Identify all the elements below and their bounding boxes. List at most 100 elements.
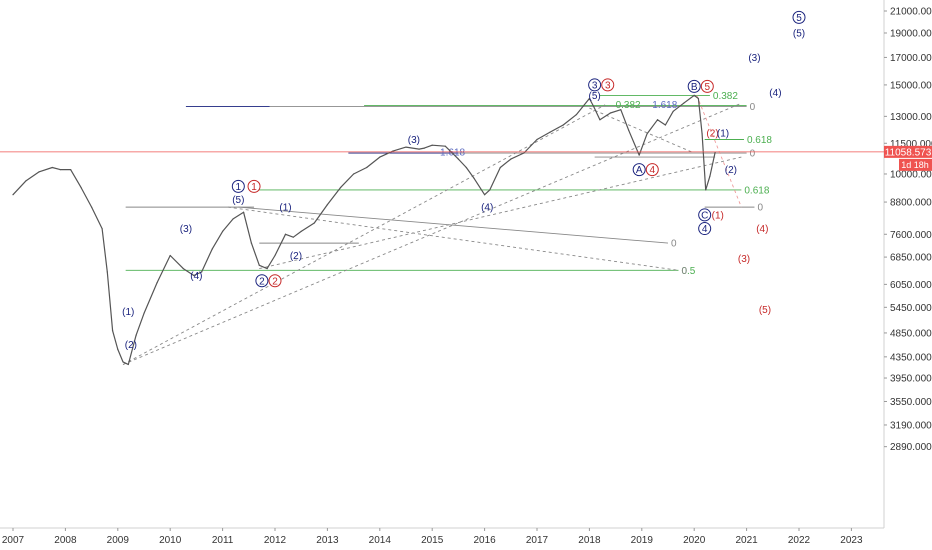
y-tick-label: 5450.000 xyxy=(890,303,932,314)
wave-label: 3 xyxy=(592,80,598,91)
price-point xyxy=(201,271,203,273)
x-tick-label: 2022 xyxy=(788,535,811,546)
price-point xyxy=(211,248,213,250)
price-point xyxy=(705,189,707,191)
wave-label: (3) xyxy=(748,53,760,64)
x-tick-label: 2014 xyxy=(369,535,392,546)
price-point xyxy=(182,268,184,270)
price-point xyxy=(697,97,699,100)
x-tick-label: 2013 xyxy=(316,535,339,546)
y-tick-label: 8800.000 xyxy=(890,198,932,209)
price-point xyxy=(274,254,276,257)
fib-level-label: 0.382 xyxy=(713,91,738,102)
price-point xyxy=(405,146,407,148)
fib-level-label: 0 xyxy=(681,266,687,277)
fib-ratio-label: 1.618 xyxy=(652,100,677,111)
x-tick-label: 2007 xyxy=(2,535,25,546)
price-point xyxy=(326,203,328,206)
y-tick-label: 2890.000 xyxy=(890,442,932,453)
wave-label: 4 xyxy=(702,224,708,235)
price-point xyxy=(499,166,501,169)
wave-label-circle xyxy=(792,10,806,24)
y-tick-label: 13000.000 xyxy=(890,112,932,123)
drawing-line xyxy=(238,206,669,244)
price-point xyxy=(313,222,315,224)
fib-level-label: 0 xyxy=(671,239,677,250)
wave-label: (1) xyxy=(717,129,729,140)
price-point xyxy=(143,312,145,315)
x-tick-label: 2023 xyxy=(840,535,863,546)
wave-label: (1) xyxy=(279,203,291,214)
price-point xyxy=(646,133,648,135)
x-tick-label: 2019 xyxy=(631,535,654,546)
y-tick-label: 21000.000 xyxy=(890,7,932,18)
price-point xyxy=(709,175,711,177)
x-tick-label: 2011 xyxy=(212,535,234,546)
fib-level-label: 0.618 xyxy=(744,185,769,196)
price-point xyxy=(266,268,268,270)
wave-label: 2 xyxy=(272,276,278,287)
fib-level-label: 0 xyxy=(757,203,763,214)
x-tick-label: 2012 xyxy=(264,535,287,546)
price-point xyxy=(457,158,459,160)
price-point xyxy=(418,148,420,150)
price-point xyxy=(25,180,27,182)
y-tick-label: 6850.000 xyxy=(890,253,932,264)
wave-label: (4) xyxy=(769,88,781,99)
y-tick-label: 17000.000 xyxy=(890,53,932,64)
wave-label: B xyxy=(691,82,698,93)
wave-label: 3 xyxy=(605,80,611,91)
wave-label: (4) xyxy=(756,224,768,235)
price-point xyxy=(156,281,158,284)
wave-label-circle xyxy=(698,222,712,236)
price-point xyxy=(473,177,475,180)
y-tick-label: 4350.000 xyxy=(890,352,932,363)
drawing-line xyxy=(122,102,742,365)
y-tick-label: 11500.000 xyxy=(890,139,932,150)
wave-label: 2 xyxy=(259,276,265,287)
drawing-line xyxy=(227,206,679,271)
x-tick-label: 2010 xyxy=(159,535,182,546)
price-point xyxy=(562,124,564,126)
x-tick-label: 2008 xyxy=(54,535,77,546)
wave-label: 1 xyxy=(236,182,242,193)
price-point xyxy=(489,189,491,191)
y-tick-label: 10000.000 xyxy=(890,169,932,180)
price-point xyxy=(339,186,342,189)
price-line xyxy=(12,94,716,366)
price-point xyxy=(242,211,245,213)
wave-label: (2) xyxy=(125,340,137,351)
wave-label-circle xyxy=(687,79,701,93)
price-point xyxy=(701,133,703,135)
price-point xyxy=(609,112,611,114)
fib-ratio-label: 0.382 xyxy=(616,100,641,111)
x-tick-label: 2016 xyxy=(473,535,496,546)
wave-label: (5) xyxy=(589,91,601,102)
price-point xyxy=(523,152,525,154)
wave-label-circle xyxy=(268,274,282,288)
price-point xyxy=(431,144,433,146)
price-point xyxy=(284,233,287,235)
y-tick-label: 15000.000 xyxy=(890,80,932,91)
wave-label: (1) xyxy=(122,307,134,318)
price-point xyxy=(588,97,591,100)
wave-label-circle xyxy=(601,78,615,92)
last-price-label: 11058.573 xyxy=(885,147,932,158)
price-point xyxy=(193,274,195,277)
price-point xyxy=(169,254,171,257)
price-point xyxy=(392,150,394,152)
price-point xyxy=(51,166,53,169)
price-point xyxy=(683,102,685,104)
y-tick-label: 4850.000 xyxy=(890,328,932,339)
drawing-line xyxy=(122,104,606,365)
wave-label-circle xyxy=(632,163,646,177)
price-point xyxy=(117,348,119,350)
wave-label: (5) xyxy=(232,195,244,206)
y-tick-label: 3950.000 xyxy=(890,374,932,385)
price-point xyxy=(549,131,551,133)
price-series-layer xyxy=(12,94,716,366)
price-point xyxy=(258,264,260,266)
wave-label: C xyxy=(701,210,708,221)
